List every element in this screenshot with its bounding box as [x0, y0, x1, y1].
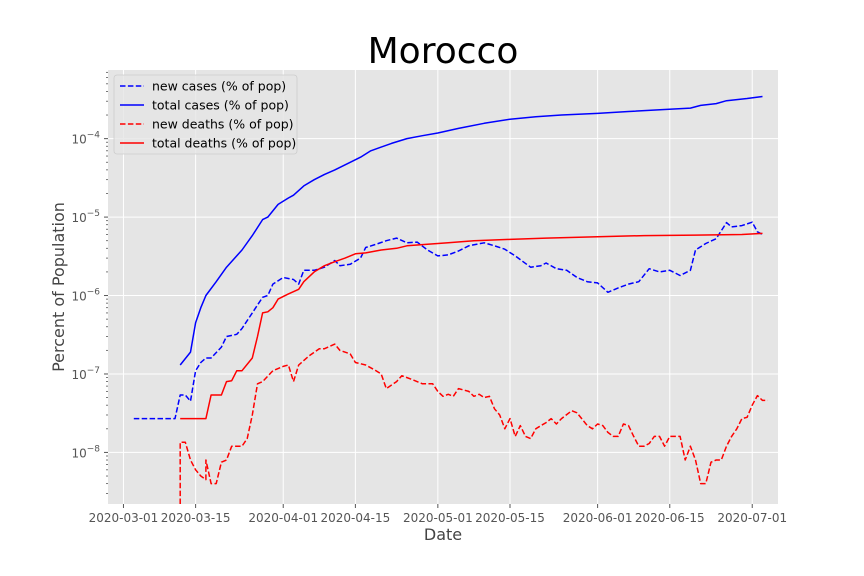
y-tick-base: 10	[71, 446, 86, 460]
chart-title: Morocco	[368, 31, 519, 72]
legend-label: new cases (% of pop)	[152, 79, 286, 94]
y-tick-base: 10	[71, 368, 86, 382]
x-tick-label: 2020-04-01	[248, 511, 318, 525]
y-tick-label: 10−6	[71, 288, 100, 304]
legend-label: total cases (% of pop)	[152, 98, 289, 113]
y-tick-label: 10−8	[71, 444, 100, 460]
y-tick-exponent: −4	[87, 131, 101, 141]
legend-label: total deaths (% of pop)	[152, 136, 296, 151]
y-tick-base: 10	[71, 211, 86, 225]
series-line-1	[179, 95, 763, 366]
x-tick-label: 2020-05-01	[403, 511, 473, 525]
legend-label: new deaths (% of pop)	[152, 117, 294, 132]
x-axis-label: Date	[424, 525, 462, 544]
x-tick-label: 2020-06-01	[563, 511, 633, 525]
y-tick-exponent: −6	[87, 288, 101, 298]
x-tick-label: 2020-03-01	[89, 511, 159, 525]
y-tick-base: 10	[71, 133, 86, 147]
series-line-2	[179, 343, 768, 504]
x-tick-label: 2020-07-01	[717, 511, 787, 525]
y-axis-label: Percent of Population	[49, 202, 68, 372]
y-ticks: 10−810−710−610−510−4	[71, 71, 108, 494]
y-tick-label: 10−4	[71, 131, 100, 147]
series-layer	[133, 95, 768, 504]
legend-box	[113, 74, 298, 155]
y-tick-base: 10	[71, 290, 86, 304]
y-tick-label: 10−5	[71, 209, 100, 225]
x-tick-label: 2020-06-15	[635, 511, 705, 525]
y-tick-exponent: −8	[87, 444, 101, 454]
x-tick-label: 2020-05-15	[475, 511, 545, 525]
legend: new cases (% of pop) total cases (% of po…	[113, 74, 298, 155]
y-tick-label: 10−7	[71, 366, 100, 382]
y-tick-exponent: −5	[87, 209, 100, 219]
x-ticks: 2020-03-01 2020-03-15 2020-04-01 2020-04-15…	[89, 504, 787, 525]
series-line-3	[180, 232, 763, 420]
x-tick-label: 2020-03-15	[161, 511, 231, 525]
y-tick-exponent: −7	[87, 366, 100, 376]
x-tick-label: 2020-04-15	[321, 511, 391, 525]
series-line-0	[133, 221, 763, 420]
